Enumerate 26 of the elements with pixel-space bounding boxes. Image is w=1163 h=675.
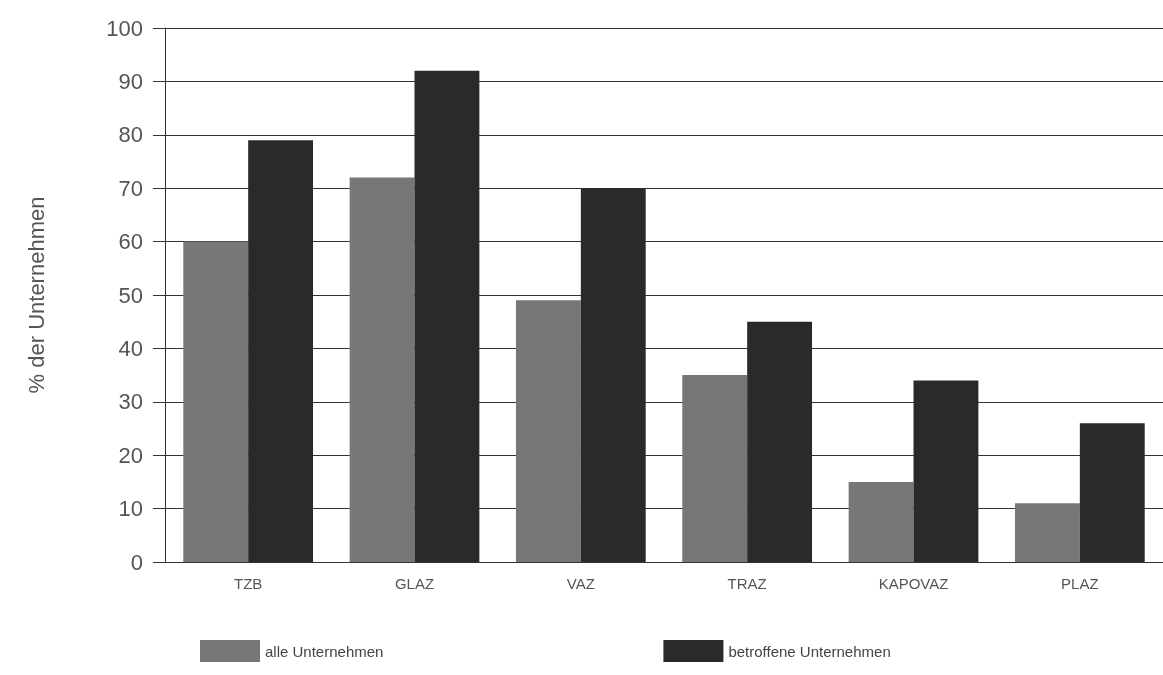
x-tick-label: KAPOVAZ bbox=[878, 575, 949, 592]
bar bbox=[848, 481, 914, 562]
y-tick-label: 80 bbox=[118, 122, 143, 148]
bar bbox=[349, 177, 415, 562]
legend-label: betroffene Unternehmen bbox=[728, 642, 891, 660]
y-tick-label: 90 bbox=[118, 68, 143, 94]
bar bbox=[682, 375, 748, 562]
y-tick-label: 10 bbox=[118, 496, 143, 522]
y-tick-label: 20 bbox=[118, 442, 143, 468]
y-tick-label: 50 bbox=[118, 282, 143, 308]
x-tick-label: PLAZ bbox=[1061, 575, 1099, 592]
y-tick-label: 100 bbox=[106, 15, 143, 41]
y-tick-label: 60 bbox=[118, 229, 143, 255]
x-tick-label: GLAZ bbox=[394, 575, 435, 592]
bar bbox=[183, 241, 249, 562]
y-tick-label: 40 bbox=[118, 335, 143, 361]
x-tick-label: TRAZ bbox=[727, 575, 767, 592]
bar bbox=[515, 300, 581, 562]
y-tick-label: 0 bbox=[130, 549, 143, 575]
y-axis-title: % der Unternehmen bbox=[23, 196, 49, 394]
x-tick-label: TZB bbox=[233, 575, 263, 592]
legend-label: alle Unternehmen bbox=[265, 642, 384, 660]
y-tick-label: 70 bbox=[118, 175, 143, 201]
x-tick-label: VAZ bbox=[566, 575, 595, 592]
y-tick-label: 30 bbox=[118, 389, 143, 415]
bar bbox=[1014, 503, 1080, 562]
